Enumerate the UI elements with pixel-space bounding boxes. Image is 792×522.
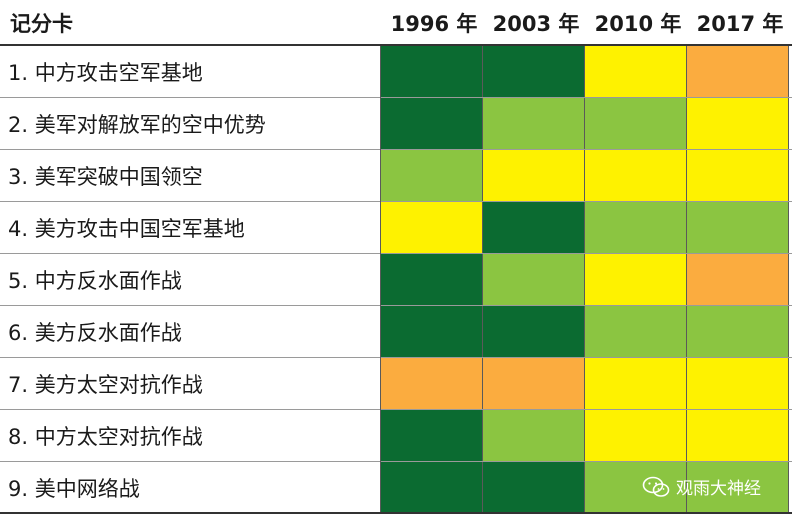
table-row: 3. 美军突破中国领空	[0, 150, 792, 202]
rating-cell-light-green	[483, 254, 585, 305]
row-label: 4. 美方攻击中国空军基地	[8, 217, 245, 241]
row-label: 8. 中方太空对抗作战	[8, 425, 203, 449]
rating-cell-dark-green	[381, 410, 483, 461]
rating-cell-light-green	[687, 462, 789, 513]
row-divider	[0, 201, 792, 202]
year-header-2003: 2003 年	[492, 12, 580, 36]
table-row: 5. 中方反水面作战	[0, 254, 792, 306]
row-divider	[0, 305, 792, 306]
rating-cell-dark-green	[483, 306, 585, 357]
table-row: 1. 中方攻击空军基地	[0, 46, 792, 98]
rating-cell-dark-green	[483, 462, 585, 513]
table-row: 8. 中方太空对抗作战	[0, 410, 792, 462]
bottom-divider	[0, 512, 792, 514]
year-header-2017: 2017 年	[696, 12, 784, 36]
row-label: 1. 中方攻击空军基地	[8, 61, 203, 85]
rating-cell-orange	[483, 358, 585, 409]
row-divider	[0, 461, 792, 462]
rating-cell-yellow	[483, 150, 585, 201]
row-label: 3. 美军突破中国领空	[8, 165, 203, 189]
rating-cell-orange	[687, 46, 789, 97]
row-divider	[0, 409, 792, 410]
grid-left-border	[380, 46, 381, 512]
rating-cell-yellow	[687, 358, 789, 409]
rating-cell-light-green	[585, 98, 687, 149]
rating-cell-light-green	[585, 306, 687, 357]
rating-cell-yellow	[687, 410, 789, 461]
rating-cell-dark-green	[381, 462, 483, 513]
table-row: 2. 美军对解放军的空中优势	[0, 98, 792, 150]
table-row: 7. 美方太空对抗作战	[0, 358, 792, 410]
rating-cell-light-green	[687, 306, 789, 357]
wechat-icon	[642, 476, 670, 497]
rating-cell-dark-green	[483, 202, 585, 253]
rating-cell-yellow	[585, 410, 687, 461]
watermark: 观雨大神经	[642, 474, 761, 499]
row-label: 5. 中方反水面作战	[8, 269, 182, 293]
row-label: 9. 美中网络战	[8, 477, 140, 501]
rating-cell-dark-green	[483, 46, 585, 97]
rating-cell-yellow	[687, 98, 789, 149]
rating-cell-yellow	[585, 254, 687, 305]
rating-cell-light-green	[381, 150, 483, 201]
year-header-1996: 1996 年	[390, 12, 478, 36]
rating-cell-light-green	[483, 98, 585, 149]
rating-cell-yellow	[585, 358, 687, 409]
rating-cell-yellow	[585, 150, 687, 201]
rating-cell-light-green	[585, 462, 687, 513]
rating-cell-orange	[381, 358, 483, 409]
rating-cell-yellow	[687, 150, 789, 201]
table-row: 4. 美方攻击中国空军基地	[0, 202, 792, 254]
rating-cell-orange	[687, 254, 789, 305]
row-divider	[0, 149, 792, 150]
row-label: 7. 美方太空对抗作战	[8, 373, 203, 397]
rating-cell-dark-green	[381, 98, 483, 149]
row-divider	[0, 357, 792, 358]
rating-cell-yellow	[585, 46, 687, 97]
row-divider	[0, 97, 792, 98]
table-row: 6. 美方反水面作战	[0, 306, 792, 358]
rating-cell-dark-green	[381, 306, 483, 357]
row-label: 2. 美军对解放军的空中优势	[8, 113, 266, 137]
year-header-2010: 2010 年	[594, 12, 682, 36]
rating-cell-light-green	[483, 410, 585, 461]
row-divider	[0, 253, 792, 254]
rating-cell-light-green	[687, 202, 789, 253]
row-label: 6. 美方反水面作战	[8, 321, 182, 345]
watermark-text: 观雨大神经	[676, 479, 761, 499]
rating-cell-dark-green	[381, 46, 483, 97]
header-row: 记分卡 1996 年 2003 年 2010 年 2017 年	[0, 0, 792, 44]
table-row: 9. 美中网络战	[0, 462, 792, 514]
scorecard-title: 记分卡	[10, 12, 73, 36]
rating-cell-dark-green	[381, 254, 483, 305]
rating-cell-light-green	[585, 202, 687, 253]
rating-cell-yellow	[381, 202, 483, 253]
header-divider	[0, 44, 792, 46]
